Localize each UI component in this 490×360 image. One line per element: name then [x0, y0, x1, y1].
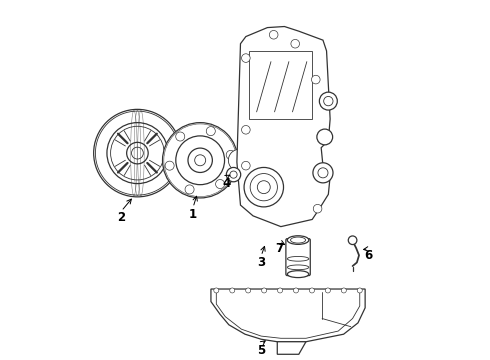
- Circle shape: [244, 167, 284, 207]
- Circle shape: [313, 204, 322, 213]
- Circle shape: [195, 155, 206, 166]
- Polygon shape: [211, 289, 365, 342]
- Circle shape: [163, 123, 238, 198]
- Circle shape: [250, 174, 277, 201]
- Text: 2: 2: [117, 211, 125, 224]
- Circle shape: [309, 288, 315, 293]
- Circle shape: [214, 288, 219, 293]
- Circle shape: [313, 163, 333, 183]
- Circle shape: [318, 168, 328, 178]
- Circle shape: [294, 288, 298, 293]
- Circle shape: [324, 96, 333, 106]
- Circle shape: [185, 185, 194, 194]
- Circle shape: [262, 288, 267, 293]
- Polygon shape: [277, 342, 306, 354]
- Circle shape: [242, 126, 250, 134]
- Circle shape: [242, 161, 250, 170]
- Ellipse shape: [287, 236, 309, 244]
- Circle shape: [126, 142, 148, 164]
- Circle shape: [230, 171, 237, 178]
- Circle shape: [226, 150, 235, 159]
- Circle shape: [131, 147, 144, 159]
- Circle shape: [348, 236, 357, 244]
- Text: 5: 5: [257, 344, 265, 357]
- Text: 3: 3: [257, 256, 265, 269]
- Circle shape: [270, 31, 278, 39]
- Circle shape: [94, 109, 181, 197]
- Circle shape: [325, 288, 330, 293]
- Circle shape: [257, 181, 270, 194]
- Circle shape: [357, 288, 362, 293]
- Circle shape: [176, 132, 185, 141]
- FancyBboxPatch shape: [286, 239, 310, 275]
- Circle shape: [317, 129, 333, 145]
- Circle shape: [319, 92, 337, 110]
- Circle shape: [216, 180, 224, 189]
- Circle shape: [165, 161, 174, 170]
- Text: 6: 6: [365, 249, 373, 262]
- Circle shape: [176, 136, 224, 185]
- Text: 1: 1: [189, 208, 197, 221]
- Text: 7: 7: [275, 242, 283, 255]
- Circle shape: [242, 54, 250, 62]
- Circle shape: [342, 288, 346, 293]
- Circle shape: [277, 288, 283, 293]
- Polygon shape: [237, 27, 330, 226]
- Ellipse shape: [287, 271, 309, 278]
- Circle shape: [230, 288, 235, 293]
- Circle shape: [228, 149, 250, 171]
- Circle shape: [188, 148, 212, 172]
- Text: 4: 4: [222, 177, 230, 190]
- Circle shape: [245, 288, 251, 293]
- Circle shape: [226, 167, 241, 182]
- Circle shape: [206, 127, 215, 136]
- Circle shape: [291, 40, 299, 48]
- Circle shape: [312, 75, 320, 84]
